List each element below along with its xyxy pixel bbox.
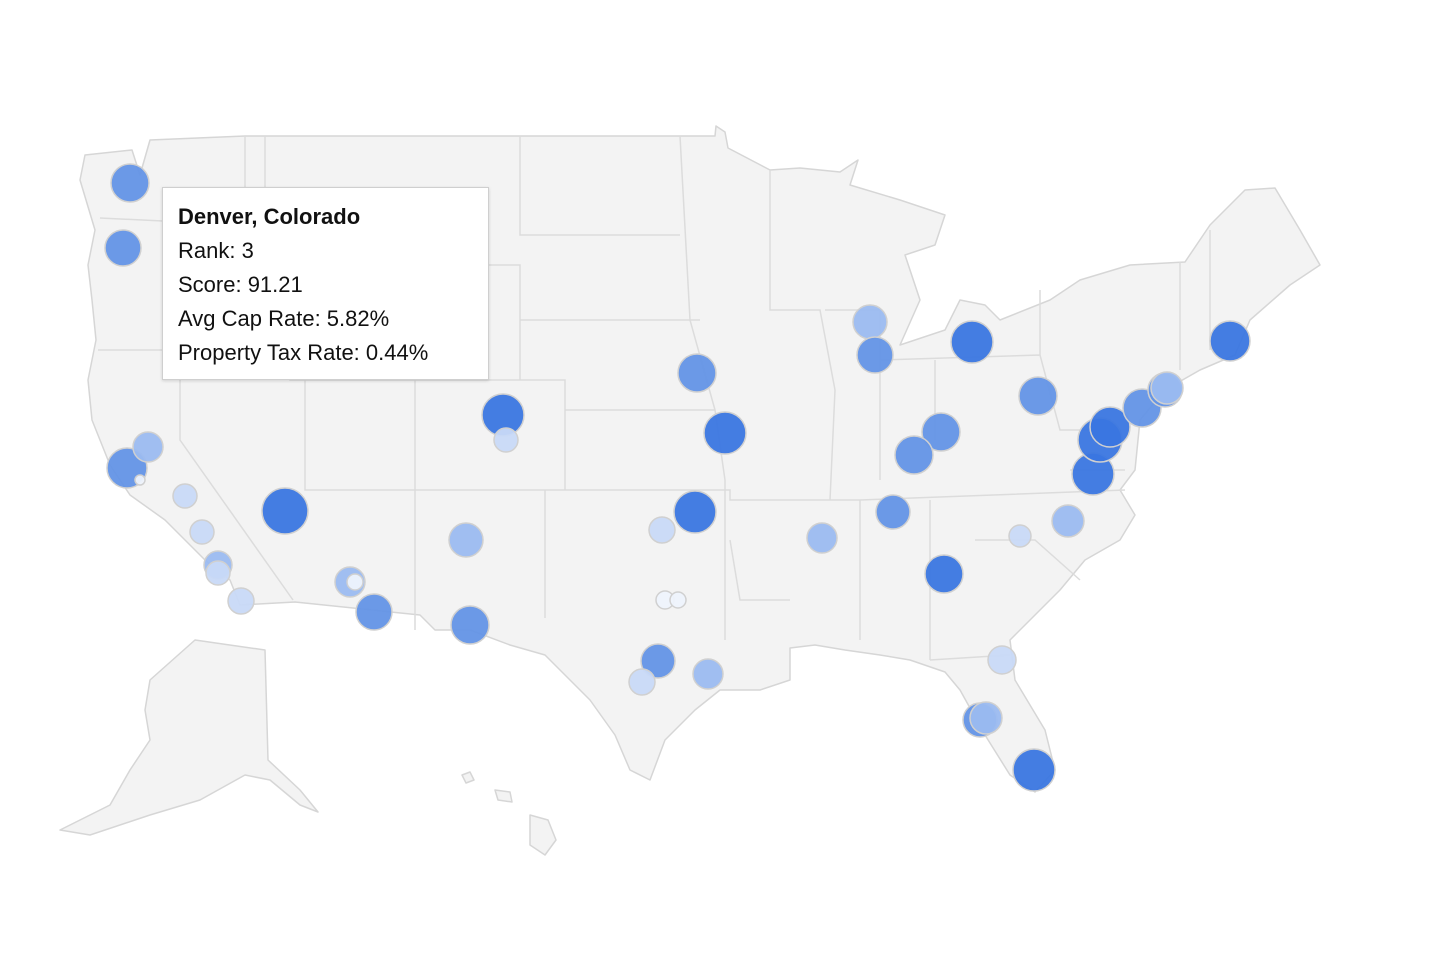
city-marker[interactable] bbox=[806, 522, 838, 554]
tooltip-title: Denver, Colorado bbox=[178, 204, 361, 229]
city-marker[interactable] bbox=[950, 320, 994, 364]
city-marker[interactable] bbox=[677, 353, 717, 393]
city-marker[interactable] bbox=[346, 573, 364, 591]
city-marker[interactable] bbox=[648, 516, 676, 544]
city-marker[interactable] bbox=[673, 490, 717, 534]
city-marker[interactable] bbox=[856, 336, 894, 374]
city-marker[interactable] bbox=[875, 494, 911, 530]
city-marker[interactable] bbox=[493, 427, 519, 453]
city-marker[interactable] bbox=[261, 487, 309, 535]
city-marker[interactable] bbox=[1209, 320, 1251, 362]
city-marker[interactable] bbox=[921, 412, 961, 452]
city-markers bbox=[104, 163, 1251, 792]
city-marker[interactable] bbox=[640, 643, 676, 679]
city-marker[interactable] bbox=[1051, 504, 1085, 538]
alaska bbox=[59, 639, 319, 836]
city-marker[interactable] bbox=[692, 658, 724, 690]
city-marker[interactable] bbox=[1150, 371, 1184, 405]
city-marker[interactable] bbox=[628, 668, 656, 696]
city-marker[interactable] bbox=[1008, 524, 1032, 548]
city-marker[interactable] bbox=[1018, 376, 1058, 416]
city-marker[interactable] bbox=[669, 591, 687, 609]
city-marker[interactable] bbox=[969, 701, 1003, 735]
city-marker[interactable] bbox=[355, 593, 393, 631]
tooltip-row: Score: 91.21 bbox=[178, 272, 303, 297]
city-marker[interactable] bbox=[987, 645, 1017, 675]
city-marker[interactable] bbox=[703, 411, 747, 455]
city-marker[interactable] bbox=[104, 229, 142, 267]
tooltip: Denver, Colorado Rank: 3 Score: 91.21 Av… bbox=[162, 187, 489, 380]
city-marker[interactable] bbox=[189, 519, 215, 545]
tooltip-row: Rank: 3 bbox=[178, 238, 254, 263]
city-marker[interactable] bbox=[134, 474, 146, 486]
city-marker[interactable] bbox=[450, 605, 490, 645]
city-marker[interactable] bbox=[132, 431, 164, 463]
tooltip-row: Avg Cap Rate: 5.82% bbox=[178, 306, 390, 331]
city-marker[interactable] bbox=[205, 560, 231, 586]
city-marker[interactable] bbox=[894, 435, 934, 475]
tooltip-row: Property Tax Rate: 0.44% bbox=[178, 340, 429, 365]
city-marker[interactable] bbox=[172, 483, 198, 509]
city-marker[interactable] bbox=[1089, 406, 1131, 448]
city-marker[interactable] bbox=[1012, 748, 1056, 792]
hawaii bbox=[461, 771, 557, 856]
city-marker[interactable] bbox=[227, 587, 255, 615]
city-marker[interactable] bbox=[924, 554, 964, 594]
city-marker[interactable] bbox=[448, 522, 484, 558]
city-marker[interactable] bbox=[852, 304, 888, 340]
city-marker[interactable] bbox=[110, 163, 150, 203]
